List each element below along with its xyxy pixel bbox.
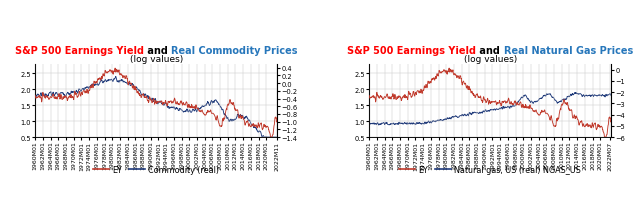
Text: and: and (144, 46, 171, 56)
Text: and: and (476, 46, 504, 56)
Text: Real Natural Gas Prices: Real Natural Gas Prices (504, 46, 633, 56)
Text: (log values): (log values) (129, 55, 183, 64)
Text: S&P 500 Earnings Yield: S&P 500 Earnings Yield (348, 46, 476, 56)
Legend: EY, Commodity (real): EY, Commodity (real) (90, 162, 222, 177)
Text: (log values): (log values) (463, 55, 517, 64)
Legend: EY, Natural gas, US (real) NGAS_US: EY, Natural gas, US (real) NGAS_US (396, 162, 584, 177)
Text: Real Commodity Prices: Real Commodity Prices (171, 46, 298, 56)
Text: S&P 500 Earnings Yield: S&P 500 Earnings Yield (15, 46, 144, 56)
